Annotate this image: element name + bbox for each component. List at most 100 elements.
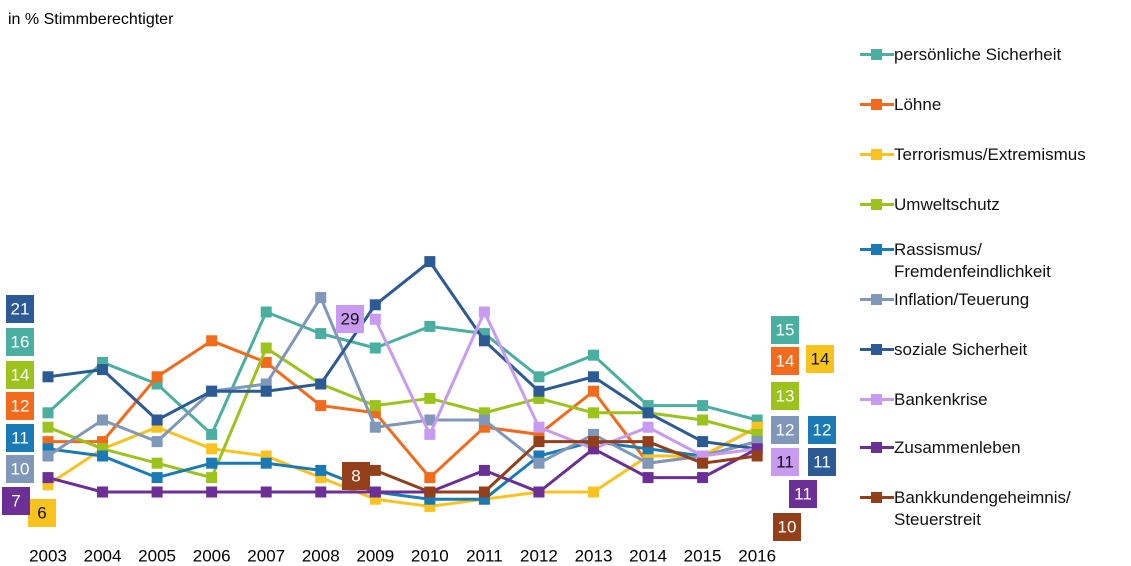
point (151, 486, 163, 498)
legend-entry: Bankenkrise (860, 389, 1120, 411)
legend-entry: Bankkundengeheimnis/ Steuerstreit (860, 487, 1120, 531)
point (97, 450, 109, 462)
point (42, 450, 54, 462)
value-label-box (342, 462, 370, 490)
point (642, 450, 654, 462)
point (151, 378, 163, 390)
value-label: 29 (341, 309, 360, 328)
x-tick-label: 2004 (84, 546, 122, 565)
legend-entry: Zusammenleben (860, 437, 1120, 459)
point (697, 436, 709, 448)
series-line (48, 339, 758, 480)
point (42, 472, 54, 484)
point (424, 320, 436, 332)
point (697, 450, 709, 462)
point (42, 443, 54, 455)
value-label: 11 (11, 428, 29, 447)
value-label: 14 (776, 351, 795, 370)
x-tick-label: 2006 (193, 546, 231, 565)
x-tick-label: 2010 (411, 546, 449, 565)
x-tick-label: 2015 (684, 546, 722, 565)
point (369, 486, 381, 498)
value-label-box (336, 305, 364, 333)
point (424, 414, 436, 426)
series-line (47, 259, 758, 451)
point (424, 256, 436, 268)
point (42, 407, 54, 419)
point (315, 378, 327, 390)
legend-swatch (860, 289, 894, 309)
legend-entry: persönliche Sicherheit (860, 44, 1120, 66)
point (751, 443, 763, 455)
point (588, 436, 599, 448)
point (206, 335, 218, 347)
legend-label: Bankenkrise (894, 390, 988, 409)
legend-label: Löhne (894, 95, 942, 114)
series-line (47, 447, 758, 494)
legend-label: Rassismus/ Fremdenfeindlichkeit (894, 240, 1051, 281)
point (206, 472, 218, 484)
value-label: 15 (776, 320, 795, 339)
point (97, 436, 109, 448)
value-label: 21 (11, 299, 30, 318)
value-label-box (2, 487, 30, 515)
value-label-box (808, 416, 836, 444)
value-label-box (6, 455, 34, 483)
legend-entry: Inflation/Teuerung (860, 289, 1120, 311)
point (588, 349, 599, 361)
legend-swatch (860, 339, 894, 359)
point (206, 486, 218, 498)
point (97, 364, 109, 376)
point (315, 328, 327, 340)
point (260, 378, 272, 390)
value-label-box (28, 499, 56, 527)
point (642, 421, 654, 433)
value-label-box (806, 345, 834, 373)
value-label: 16 (11, 332, 30, 351)
value-label-box (773, 513, 801, 541)
point (151, 414, 163, 426)
point (260, 356, 272, 368)
value-label-box (771, 382, 799, 410)
point (424, 493, 436, 505)
point (42, 421, 54, 433)
point (533, 421, 545, 433)
point (424, 486, 436, 498)
point (697, 414, 709, 426)
value-label-box (771, 448, 799, 476)
point (751, 450, 763, 462)
legend-entry: Löhne (860, 94, 1120, 116)
point (424, 392, 436, 404)
value-label: 13 (776, 386, 795, 405)
point (424, 428, 436, 440)
x-tick-label: 2005 (138, 546, 176, 565)
point (533, 428, 545, 440)
legend-swatch (860, 194, 894, 214)
point (533, 385, 545, 397)
value-label-box (789, 480, 817, 508)
point (478, 306, 490, 318)
point (588, 443, 599, 455)
point (533, 486, 545, 498)
point (588, 407, 599, 419)
point (260, 385, 272, 397)
point (369, 313, 381, 325)
value-label: 10 (778, 517, 797, 536)
point (478, 407, 490, 419)
value-label: 12 (813, 420, 832, 439)
legend-entry: Umweltschutz (860, 194, 1120, 216)
point (206, 443, 218, 455)
chart-subtitle: in % Stimmberechtigter (8, 11, 174, 28)
point (260, 450, 272, 462)
value-label-box (6, 392, 34, 420)
point (369, 493, 381, 505)
point (533, 450, 545, 462)
series-line (47, 294, 758, 465)
point (97, 414, 109, 426)
value-label-box (771, 416, 799, 444)
series-line (47, 440, 758, 501)
point (260, 457, 272, 469)
point (315, 472, 327, 484)
